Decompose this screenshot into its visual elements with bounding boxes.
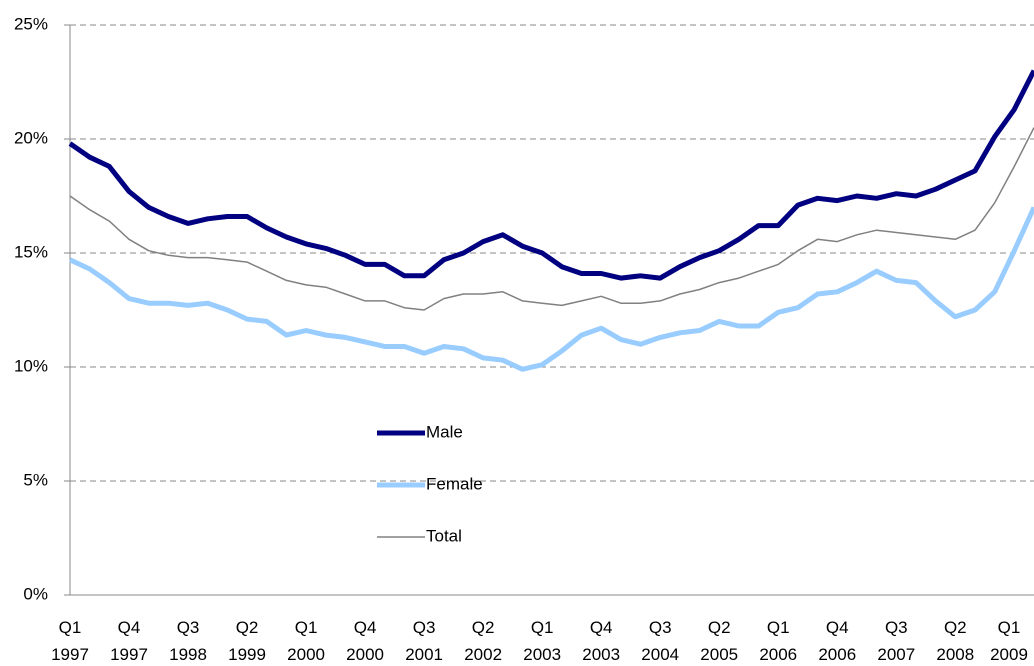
x-tick-label: Q3 2001 xyxy=(405,618,444,664)
x-tick-label: Q4 2003 xyxy=(582,618,621,664)
y-tick-label: 10% xyxy=(14,356,48,375)
x-tick-label: Q4 1997 xyxy=(110,618,148,664)
x-tick-label: Q1 2000 xyxy=(287,618,325,664)
x-tick-label: Q2 1999 xyxy=(228,618,266,664)
x-tick-label: Q2 2005 xyxy=(700,618,739,664)
x-tick-label: Q2 2008 xyxy=(936,618,975,664)
x-tick-label: Q4 2006 xyxy=(818,618,857,664)
x-tick-label: Q4 2000 xyxy=(346,618,384,664)
series-line xyxy=(68,206,1034,372)
x-tick-label: Q1 2003 xyxy=(523,618,562,664)
x-tick-label: Q1 2009 xyxy=(990,618,1028,664)
y-tick-label: 5% xyxy=(23,470,48,489)
series-line xyxy=(69,127,1034,311)
y-tick-label: 20% xyxy=(14,128,48,147)
x-tick-label: Q3 2004 xyxy=(641,618,680,664)
x-tick-label: Q3 1998 xyxy=(169,618,207,664)
legend-label: Female xyxy=(426,474,483,493)
x-tick-label: Q1 2006 xyxy=(759,618,798,664)
y-tick-label: 0% xyxy=(23,584,48,603)
legend-label: Total xyxy=(426,526,462,545)
x-tick-label: Q1 1997 xyxy=(51,618,89,664)
series-line xyxy=(68,69,1034,281)
x-tick-label: Q3 2007 xyxy=(877,618,916,664)
y-tick-label: 25% xyxy=(14,14,48,33)
legend-label: Male xyxy=(426,422,463,441)
y-tick-label: 15% xyxy=(14,242,48,261)
x-tick-label: Q2 2002 xyxy=(464,618,503,664)
